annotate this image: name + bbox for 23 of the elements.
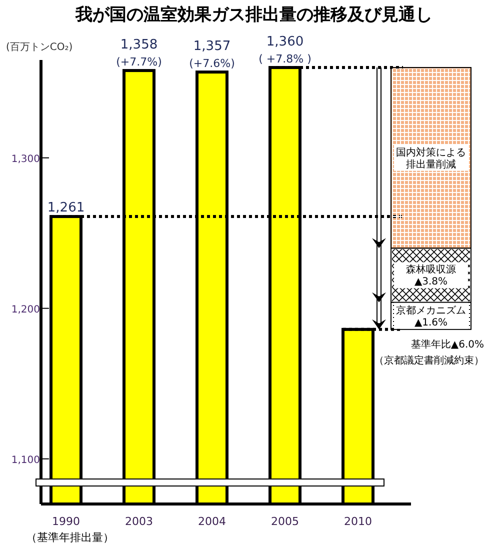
text: （基準年排出量） <box>26 531 114 544</box>
text: 基準年比▲6.0% <box>410 338 484 350</box>
x-tick-label: 2010 <box>344 515 372 528</box>
series-label: 京都メカニズム▲1.6% <box>396 304 466 328</box>
annotation: (+7.6%) <box>189 57 235 70</box>
x-tick-label: 2004 <box>198 515 226 528</box>
annotation: （京都議定書削減約束） <box>374 354 484 366</box>
data-label: 1,357 <box>193 39 231 54</box>
y-tick-label: 1,100 <box>11 454 40 466</box>
data-label: 1,261 <box>47 200 85 216</box>
annotation: ( +7.8% ) <box>258 52 312 66</box>
annotation: (+7.7%) <box>116 56 162 69</box>
chart-title: 我が国の温室効果ガス排出量の推移及び見通し <box>74 5 432 25</box>
series-label: 国内対策による排出量削減 <box>396 146 466 170</box>
data-label: 1,360 <box>266 34 304 50</box>
y-tick-label: 1,300 <box>11 154 40 165</box>
y-tick-label: 1,200 <box>11 304 40 316</box>
y-axis-title: (百万トンCO₂) <box>6 42 73 53</box>
x-tick-label: 2005 <box>271 515 299 528</box>
series-label: 森林吸収源▲3.8% <box>406 264 456 288</box>
x-tick-label: 1990 <box>52 515 80 528</box>
x-tick-label: 2003 <box>125 515 153 528</box>
data-label: 1,358 <box>120 38 158 53</box>
